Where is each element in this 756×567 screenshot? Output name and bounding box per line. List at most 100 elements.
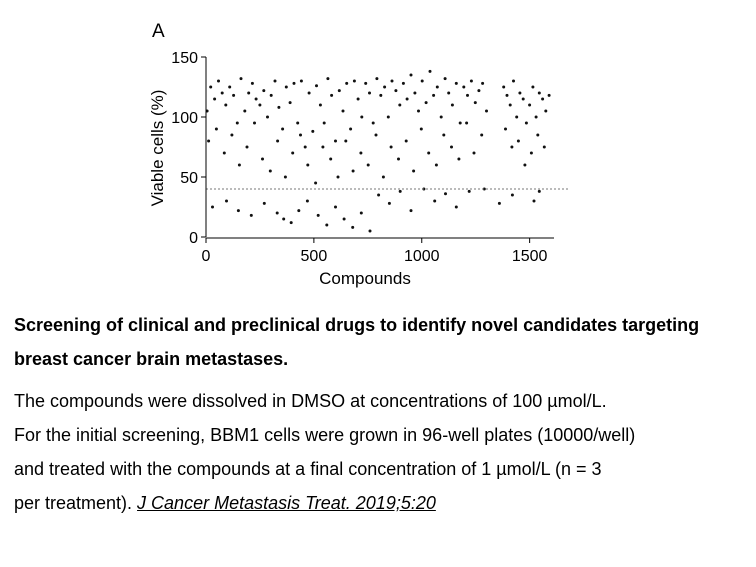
x-tick-label: 0 <box>202 248 211 265</box>
data-point <box>243 109 247 113</box>
data-point <box>419 127 423 131</box>
data-point <box>239 77 243 81</box>
data-point <box>472 151 476 155</box>
y-tick-label: 50 <box>180 170 198 187</box>
data-point <box>269 93 273 97</box>
data-point <box>262 89 266 93</box>
citation-link[interactable]: J Cancer Metastasis Treat. 2019;5:20 <box>137 493 436 513</box>
data-point <box>254 97 258 101</box>
data-point <box>321 145 325 149</box>
data-point <box>303 145 307 149</box>
data-point <box>356 97 360 101</box>
data-point <box>307 91 311 95</box>
data-point <box>322 121 326 125</box>
data-point <box>383 85 387 89</box>
y-tick-label: 0 <box>189 230 198 247</box>
scatter-figure: A 0 50 100 150 0 500 1000 1500 Viable cells (%… <box>148 21 570 288</box>
data-point <box>409 209 413 213</box>
data-point <box>318 103 322 107</box>
data-point <box>329 157 333 161</box>
data-point <box>381 175 385 179</box>
data-point <box>375 77 379 81</box>
data-point <box>544 109 548 113</box>
data-point <box>232 93 236 97</box>
data-point <box>465 121 469 125</box>
data-point <box>529 151 533 155</box>
data-point <box>211 205 214 209</box>
data-point <box>435 85 439 89</box>
data-point <box>225 199 228 203</box>
data-point <box>397 157 400 161</box>
data-point <box>505 93 509 97</box>
data-point <box>462 85 466 89</box>
data-point <box>297 209 301 213</box>
data-point <box>485 109 488 113</box>
data-point <box>217 79 220 83</box>
caption-line-3: and treated with the compounds at a fina… <box>14 459 602 479</box>
data-points <box>205 69 551 233</box>
data-point <box>524 121 528 125</box>
data-point <box>228 85 232 89</box>
data-point <box>247 91 251 95</box>
data-point <box>531 85 535 89</box>
data-point <box>374 133 378 137</box>
data-point <box>349 127 353 131</box>
data-point <box>245 145 249 149</box>
data-point <box>434 163 438 167</box>
data-point <box>299 79 303 83</box>
data-point <box>213 97 217 101</box>
data-point <box>266 115 269 119</box>
data-point <box>284 85 288 89</box>
data-point <box>413 91 417 95</box>
data-point <box>443 77 447 81</box>
data-point <box>283 175 287 179</box>
data-point <box>334 205 337 209</box>
data-point <box>299 133 302 137</box>
data-point <box>250 81 254 85</box>
data-point <box>341 109 345 113</box>
data-point <box>289 221 293 225</box>
data-point <box>222 151 226 155</box>
data-point <box>282 217 286 221</box>
data-point <box>316 213 320 217</box>
data-point <box>482 187 486 191</box>
data-point <box>368 229 372 233</box>
data-point <box>473 101 477 105</box>
data-point <box>342 217 346 221</box>
data-point <box>439 115 443 119</box>
data-point <box>518 91 522 95</box>
data-point <box>306 163 310 167</box>
data-point <box>401 81 405 85</box>
data-point <box>351 225 355 229</box>
data-point <box>502 85 506 89</box>
data-point <box>364 81 368 85</box>
data-point <box>390 79 394 83</box>
data-point <box>305 199 309 203</box>
data-point <box>336 175 340 179</box>
data-point <box>387 201 391 205</box>
data-point <box>326 77 330 81</box>
data-point <box>537 91 541 95</box>
data-point <box>398 103 402 107</box>
data-point <box>291 151 295 155</box>
data-point <box>224 103 228 107</box>
data-point <box>405 97 409 101</box>
data-point <box>237 163 241 167</box>
y-axis-label: Viable cells (%) <box>148 90 167 207</box>
data-point <box>209 85 213 89</box>
caption-line-4-text: per treatment). <box>14 493 138 513</box>
data-point <box>220 91 224 95</box>
data-point <box>534 115 538 119</box>
x-tick-label: 1000 <box>404 248 440 265</box>
data-point <box>236 209 240 213</box>
data-point <box>359 211 363 215</box>
caption-line-2: For the initial screening, BBM1 cells we… <box>14 425 636 445</box>
x-ticks: 0 500 1000 1500 <box>202 238 548 265</box>
data-point <box>288 101 292 105</box>
data-point <box>214 127 218 131</box>
data-point <box>296 121 300 125</box>
data-point <box>547 93 551 97</box>
data-point <box>334 139 337 143</box>
data-point <box>477 89 481 93</box>
data-point <box>447 91 451 95</box>
